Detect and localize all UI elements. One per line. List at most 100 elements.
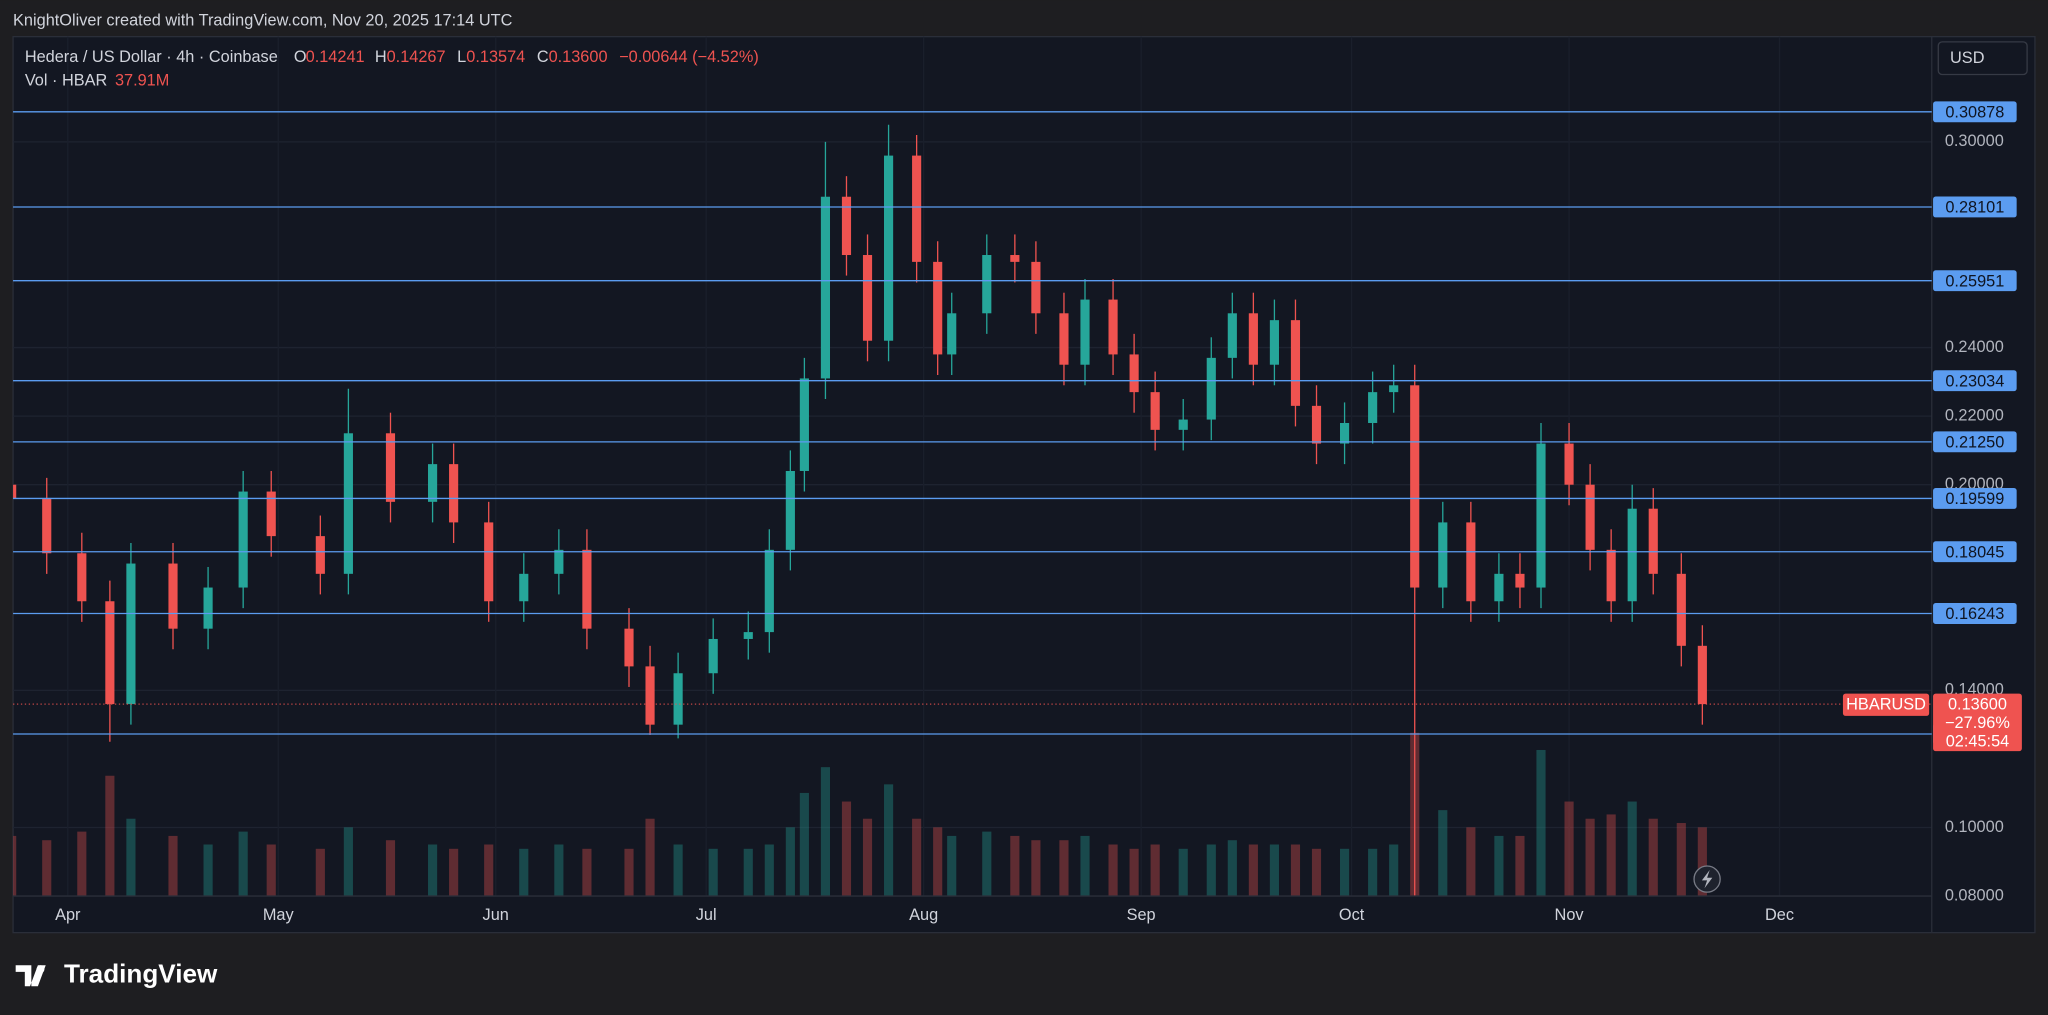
volume-bar [428, 844, 438, 897]
volume-bar [343, 827, 353, 897]
volume-bar [1206, 844, 1216, 897]
volume-bar [1515, 835, 1525, 897]
currency-button[interactable] [1937, 41, 2028, 76]
candle-body [624, 628, 634, 667]
candle-body [582, 549, 592, 629]
candle-body [519, 573, 529, 602]
candle-body [1129, 354, 1139, 393]
volume-bar [1129, 848, 1139, 897]
volume-bar [1080, 835, 1090, 897]
candle-body [1410, 385, 1420, 588]
volume-bar [449, 848, 459, 897]
candle-body [708, 638, 718, 674]
volume-bar [1010, 835, 1020, 897]
candle-body [168, 563, 178, 629]
volume-bar [1368, 848, 1378, 897]
volume-bar [785, 827, 795, 897]
x-tick-label: Nov [1555, 906, 1585, 924]
plot [13, 36, 1932, 897]
y-tick-label: 0.22000 [1945, 406, 2004, 424]
volume-bar [764, 844, 774, 897]
volume-bar [982, 831, 992, 897]
candle-body [1515, 573, 1525, 588]
x-tick-label: Apr [55, 906, 81, 924]
volume-bar [1340, 848, 1350, 897]
volume-bar [799, 792, 809, 897]
volume-bar [947, 835, 957, 897]
volume-bar [1585, 818, 1595, 897]
volume-bar [1031, 840, 1041, 897]
volume-bar [933, 827, 943, 897]
candle-body [554, 549, 564, 574]
volume-bar [1438, 810, 1448, 897]
candle-body [933, 261, 943, 355]
candle-body [449, 464, 459, 523]
candle-body [799, 378, 809, 471]
volume-bar [315, 848, 325, 897]
legend-o-label: O [294, 48, 307, 66]
candle-body [315, 536, 325, 574]
candle-body [1368, 392, 1378, 423]
candle-body [385, 433, 396, 502]
level-label: 0.18045 [1945, 543, 2004, 561]
legend-c-label: C [537, 48, 549, 66]
candle-body [1340, 422, 1350, 444]
candle-body [912, 155, 922, 262]
x-tick-label: Jul [696, 906, 717, 924]
currency[interactable]: USD [1950, 49, 1984, 67]
candle-body [884, 155, 894, 341]
level-label: 0.28101 [1945, 199, 2004, 217]
volume-bar [1108, 844, 1118, 897]
level-label: 0.19599 [1945, 490, 2004, 508]
candle-body [266, 491, 276, 537]
volume-bar [77, 831, 87, 897]
candle-body [820, 196, 831, 379]
volume-bar [1536, 749, 1546, 897]
candle-body [42, 498, 52, 554]
symbol-tag [1842, 693, 1930, 716]
candle-body [1178, 419, 1188, 430]
price-tag [1933, 693, 2022, 752]
candle-body [1269, 320, 1279, 365]
volume-bar [743, 848, 753, 897]
volume-bar [1606, 814, 1616, 897]
legend-h: 0.14267 [387, 48, 446, 66]
legend-l: 0.13574 [466, 48, 525, 66]
y-tick-label: 0.24000 [1945, 338, 2004, 356]
y-tick-label: 0.30000 [1945, 132, 2004, 150]
candle-body [982, 255, 992, 314]
level-tag [1933, 196, 2017, 218]
candle-body [1585, 484, 1595, 550]
volume-bar [1648, 818, 1658, 897]
level-label: 0.21250 [1945, 433, 2004, 451]
candle-body [1606, 549, 1616, 602]
volume-bar [1676, 823, 1686, 897]
candle-body [1676, 573, 1686, 646]
volume-bar [385, 840, 396, 897]
volume-bar [912, 818, 922, 897]
candle-body [203, 587, 213, 629]
candle-body [841, 196, 852, 256]
legend-change: −0.00644 (−4.52%) [619, 48, 759, 66]
level-label: 0.25951 [1945, 272, 2004, 290]
legend-vol: 37.91M [115, 71, 169, 89]
footer-logo [15, 965, 46, 987]
flash-glyph [1701, 869, 1713, 889]
footer-brand: TradingView [64, 959, 218, 989]
volume-bar [1466, 827, 1476, 897]
logo-dot [36, 965, 45, 974]
candle-body [1494, 573, 1504, 602]
volume-bar [1494, 835, 1504, 897]
x-tick-label: Dec [1765, 906, 1794, 924]
volume-bar [126, 818, 136, 897]
level-tag [1933, 431, 2017, 453]
volume-bar [624, 848, 634, 897]
volume-bar [1059, 840, 1069, 897]
candle-body [1564, 443, 1574, 485]
x-tick-label: May [263, 906, 295, 924]
candle-body [484, 522, 494, 602]
header: KnightOliver created with TradingView.co… [13, 11, 513, 29]
candle-body [764, 549, 774, 633]
x-tick-label: Oct [1339, 906, 1365, 924]
candle-body [1290, 320, 1301, 406]
